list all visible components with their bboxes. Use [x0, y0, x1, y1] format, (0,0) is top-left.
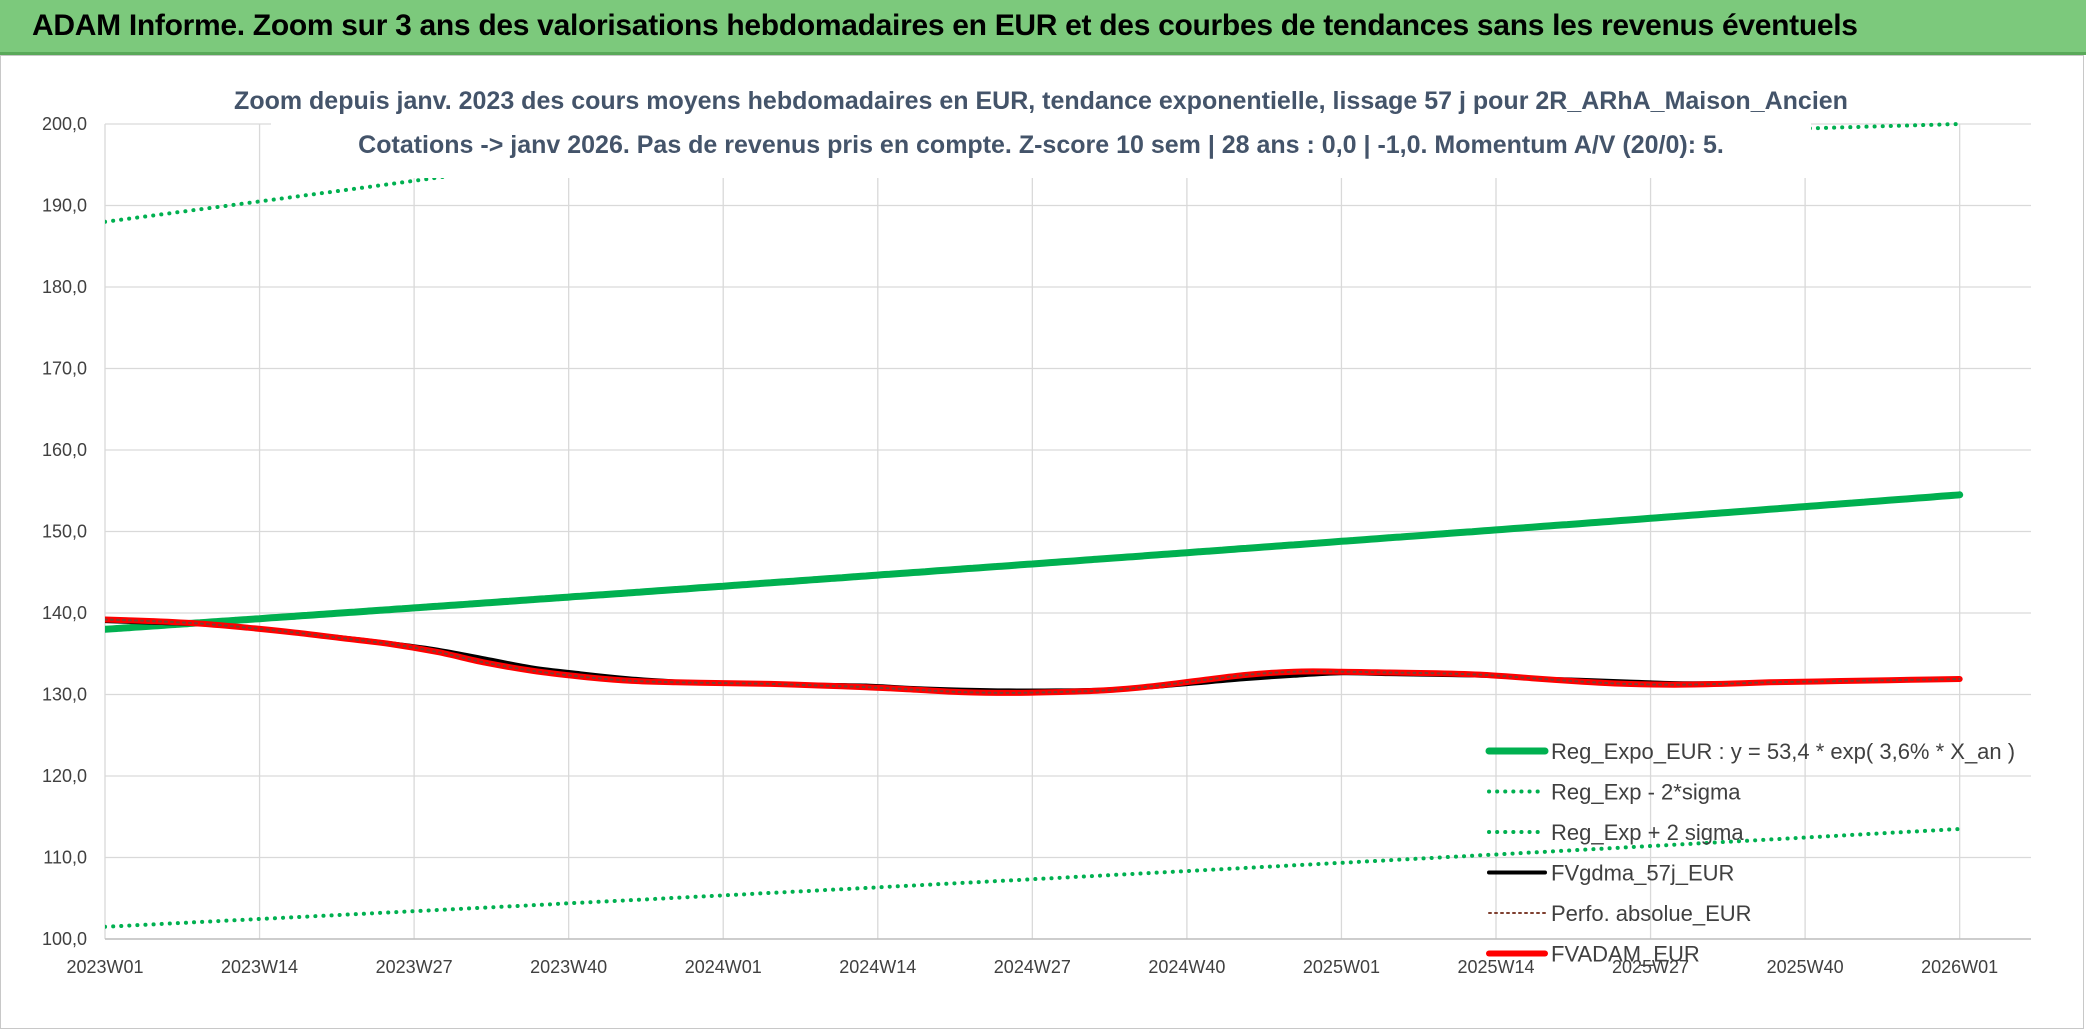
x-tick-label: 2025W14 — [1457, 957, 1534, 977]
y-tick-label: 180,0 — [42, 277, 87, 297]
chart-legend: Reg_Expo_EUR : y = 53,4 * exp( 3,6% * X_… — [1485, 739, 2015, 967]
legend-label-reg-expo-eur-y-53-4-exp-3-6-x-an: Reg_Expo_EUR : y = 53,4 * exp( 3,6% * X_… — [1551, 739, 2015, 764]
chart-series — [105, 122, 1964, 929]
x-tick-label: 2023W14 — [221, 957, 298, 977]
title-background — [271, 82, 1811, 178]
y-tick-label: 160,0 — [42, 440, 87, 460]
legend-label-perfo-absolue-eur: Perfo. absolue_EUR — [1551, 901, 1752, 926]
series-line-reg-exp-2-sigma — [105, 827, 1962, 929]
chart-frame: 100,0 110,0 120,0 130,0 140,0 150,0 160,0 170,0… — [0, 55, 2084, 1029]
y-axis: 100,0 110,0 120,0 130,0 140,0 150,0 160,0 170,0… — [42, 114, 87, 949]
y-tick-label: 200,0 — [42, 114, 87, 134]
legend-label-reg-exp-2-sigma: Reg_Exp - 2*sigma — [1551, 780, 1741, 805]
chart-title-block: Zoom depuis janv. 2023 des cours moyens … — [234, 82, 1848, 178]
chart-title-line2: Cotations -> janv 2026. Pas de revenus p… — [358, 131, 1724, 159]
x-tick-label: 2026W01 — [1921, 957, 1998, 977]
report-banner: ADAM Informe. Zoom sur 3 ans des valoris… — [0, 0, 2086, 55]
x-tick-label: 2024W14 — [839, 957, 916, 977]
chart-title-line1: Zoom depuis janv. 2023 des cours moyens … — [234, 87, 1848, 115]
x-axis: 2023W01 2023W14 2023W27 2023W40 2024W01 2024W… — [66, 957, 1998, 977]
report-title: ADAM Informe. Zoom sur 3 ans des valoris… — [32, 9, 1858, 42]
y-tick-label: 100,0 — [42, 929, 87, 949]
y-tick-label: 120,0 — [42, 766, 87, 786]
x-tick-label: 2025W40 — [1767, 957, 1844, 977]
y-tick-label: 190,0 — [42, 196, 87, 216]
series-line-perfo-absolue-eur — [105, 618, 1961, 694]
x-tick-label: 2024W01 — [685, 957, 762, 977]
y-tick-label: 140,0 — [42, 603, 87, 623]
y-tick-label: 110,0 — [43, 848, 87, 868]
legend-label-reg-exp-2-sigma: Reg_Exp + 2 sigma — [1551, 820, 1744, 845]
x-tick-label: 2023W01 — [66, 957, 143, 977]
y-tick-label: 130,0 — [42, 685, 87, 705]
legend-label-fvgdma-57j-eur: FVgdma_57j_EUR — [1551, 861, 1734, 886]
line-chart: 100,0 110,0 120,0 130,0 140,0 150,0 160,0 170,0… — [42, 82, 2031, 977]
x-tick-label: 2025W01 — [1303, 957, 1380, 977]
x-tick-label: 2025W27 — [1612, 957, 1689, 977]
series-line-reg-expo-eur-y-53-4-exp-3-6-x-an — [105, 491, 1964, 633]
y-tick-label: 150,0 — [42, 522, 87, 542]
x-tick-label: 2024W40 — [1148, 957, 1225, 977]
x-tick-label: 2024W27 — [994, 957, 1071, 977]
x-tick-label: 2023W27 — [376, 957, 453, 977]
y-tick-label: 170,0 — [42, 359, 87, 379]
legend-label-fvadam-eur: FVADAM_EUR — [1551, 942, 1700, 967]
chart-grid — [104, 123, 2031, 940]
x-tick-label: 2023W40 — [530, 957, 607, 977]
